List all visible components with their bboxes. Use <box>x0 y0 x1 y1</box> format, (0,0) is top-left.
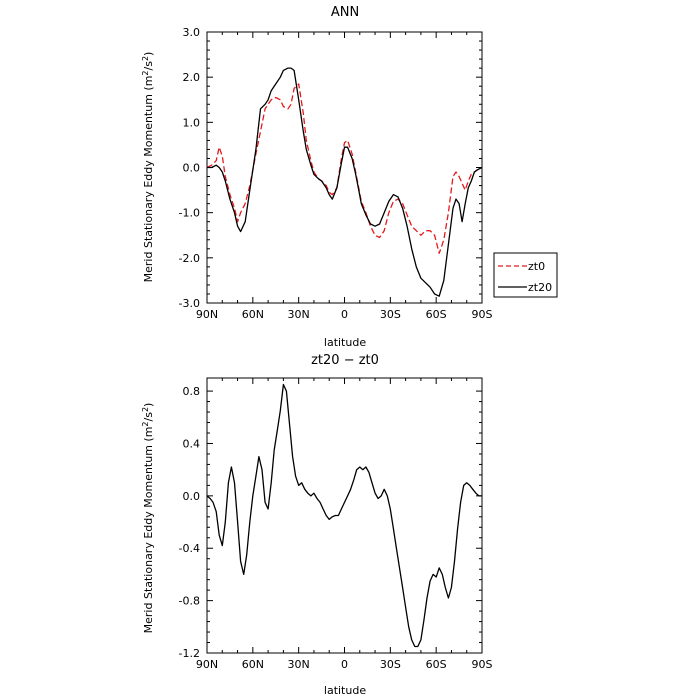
x-tick-label: 60N <box>242 308 264 321</box>
axis-ticks-diff: 90N 60N 30N 0 30S 60S 90S -1.2 -0.8 -0.4 0.0 0.4 0.8 <box>179 378 493 671</box>
y-tick-label: 0.4 <box>183 437 201 450</box>
y-tick-label: -1.2 <box>179 647 200 660</box>
x-tick-label: 0 <box>341 308 348 321</box>
x-tick-label: 60S <box>426 658 447 671</box>
x-tick-label: 90S <box>472 308 493 321</box>
x-tick-label: 30N <box>288 658 310 671</box>
y-tick-label: 0.0 <box>183 490 201 503</box>
series-lines-ann <box>206 67 483 297</box>
x-tick-label: 0 <box>341 658 348 671</box>
panel-ann: ANN 90N 60N 30N 0 30S 60S 90S -3.0 -2.0 -1.0 0.0 1.… <box>141 5 558 349</box>
x-tick-label: 90N <box>196 308 218 321</box>
y-tick-label: 1.0 <box>183 116 201 129</box>
x-tick-label: 30N <box>288 308 310 321</box>
y-tick-label: 0.8 <box>183 385 201 398</box>
y-tick-label: -1.0 <box>179 207 200 220</box>
x-tick-label: 90N <box>196 658 218 671</box>
panel-title-ann: ANN <box>331 5 359 20</box>
y-tick-label: -3.0 <box>179 297 200 310</box>
y-tick-label: -0.4 <box>179 542 200 555</box>
x-tick-label: 60N <box>242 658 264 671</box>
legend-label-zt20: zt20 <box>528 281 552 294</box>
x-axis-label-ann: latitude <box>324 336 366 349</box>
panel-title-diff: zt20 − zt0 <box>311 353 379 368</box>
series-line-zt20 <box>207 67 483 297</box>
series-line-zt0 <box>206 83 483 254</box>
y-axis-label-diff: Merid Stationary Eddy Momentum (m2/s2) <box>141 403 155 634</box>
x-tick-label: 90S <box>472 658 493 671</box>
x-tick-label: 30S <box>380 658 401 671</box>
legend-label-zt0: zt0 <box>528 260 545 273</box>
plot-frame-diff <box>206 377 483 654</box>
x-tick-label: 60S <box>426 308 447 321</box>
legend-box <box>493 252 558 298</box>
x-axis-label-diff: latitude <box>324 684 366 697</box>
series-lines-diff <box>206 383 482 648</box>
x-tick-label: 30S <box>380 308 401 321</box>
plot-frame-ann <box>206 31 483 304</box>
panel-diff: zt20 − zt0 90N 60N 30N 0 30S 60S 90S -1.2 -0.8 -0… <box>141 353 493 697</box>
legend: zt0 zt20 <box>493 252 558 298</box>
y-tick-label: -0.8 <box>179 595 200 608</box>
y-tick-label: -2.0 <box>179 252 200 265</box>
axis-ticks-ann: 90N 60N 30N 0 30S 60S 90S -3.0 -2.0 -1.0 0.0 1.0 2.0… <box>179 26 493 321</box>
y-axis-label-ann: Merid Stationary Eddy Momentum (m2/s2) <box>141 52 155 283</box>
y-tick-label: 2.0 <box>183 71 201 84</box>
y-tick-label: 0.0 <box>183 162 201 175</box>
y-tick-label: 3.0 <box>183 26 201 39</box>
series-line-diff-0 <box>206 383 482 648</box>
